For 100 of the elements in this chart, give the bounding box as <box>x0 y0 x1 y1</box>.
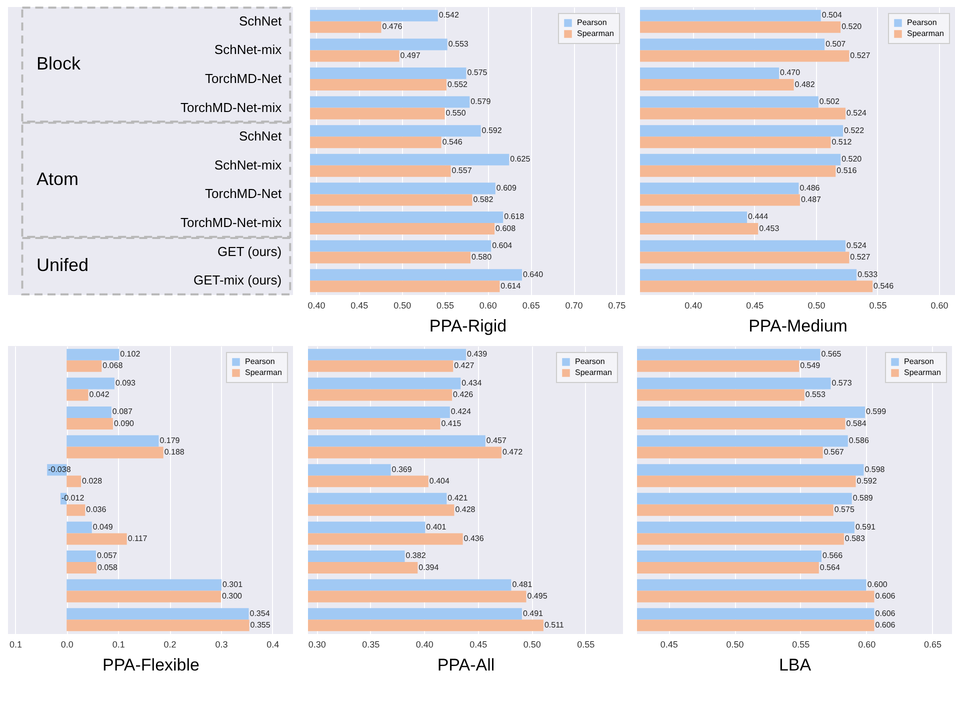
bar <box>66 590 221 602</box>
x-tick-label: 0.30 <box>308 640 326 650</box>
data-label: 0.565 <box>821 350 842 359</box>
data-label: 0.592 <box>856 476 878 486</box>
data-label: 0.058 <box>97 562 118 572</box>
data-label: 0.179 <box>160 436 180 446</box>
data-label: 0.552 <box>447 80 468 89</box>
data-label: 0.549 <box>800 361 821 370</box>
bar <box>66 476 82 488</box>
bar <box>66 348 120 360</box>
bar <box>66 522 92 534</box>
data-label: 0.600 <box>867 580 888 590</box>
data-label: 0.584 <box>846 418 867 428</box>
data-label: 0.028 <box>82 476 103 486</box>
data-label: 0.401 <box>426 522 447 532</box>
data-label: 0.567 <box>824 448 844 457</box>
data-label: 0.482 <box>794 80 816 89</box>
data-label: 0.589 <box>852 494 874 503</box>
y-tick-label: TorchMD-Net <box>205 71 282 86</box>
data-label: 0.470 <box>780 68 801 78</box>
bar <box>66 620 250 632</box>
x-tick-label: 0.35 <box>362 640 380 650</box>
x-tick-label: 0.40 <box>684 300 702 310</box>
data-label: 0.580 <box>472 252 492 262</box>
x-tick-label: 0.55 <box>792 640 810 650</box>
data-label: 0.049 <box>92 522 114 532</box>
data-label: 0.436 <box>464 534 484 543</box>
x-tick-label: 0.60 <box>858 640 876 650</box>
data-label: 0.042 <box>89 390 110 399</box>
x-tick-label: 0.65 <box>522 300 540 310</box>
x-tick-label: 0.45 <box>350 300 368 310</box>
data-label: 0.504 <box>822 10 842 20</box>
data-label: -0.038 <box>48 464 72 474</box>
data-label: 0.426 <box>453 390 474 399</box>
data-label: 0.404 <box>429 476 450 486</box>
legend-label: Pearson <box>577 18 607 27</box>
data-label: 0.497 <box>400 50 421 60</box>
data-label: 0.604 <box>492 241 513 250</box>
bar <box>66 389 88 401</box>
x-tick-label: 0.50 <box>394 300 412 310</box>
data-label: 0.102 <box>120 350 141 359</box>
y-tick-label: TorchMD-Net-mix <box>180 215 282 230</box>
data-label: 0.369 <box>392 464 412 474</box>
bar <box>66 360 102 372</box>
y-tick-label: GET-mix (ours) <box>193 272 282 288</box>
bar <box>66 378 114 390</box>
x-tick-label: 0.50 <box>726 640 744 650</box>
data-label: 0.546 <box>874 281 894 290</box>
data-label: 0.575 <box>834 505 855 514</box>
data-label: 0.093 <box>115 378 136 388</box>
data-label: 0.522 <box>844 126 865 135</box>
legend-label: Pearson <box>907 18 937 27</box>
data-label: 0.524 <box>846 108 868 118</box>
data-label: 0.057 <box>96 551 118 560</box>
data-label: 0.606 <box>875 592 896 601</box>
x-tick-label: 0.55 <box>436 300 454 310</box>
data-label: 0.036 <box>86 505 107 514</box>
data-label: 0.598 <box>864 464 886 474</box>
data-label: 0.575 <box>467 68 488 78</box>
data-label: 0.542 <box>438 10 460 20</box>
x-axis-title: LBA <box>778 656 812 674</box>
data-label: 0.550 <box>446 108 466 118</box>
legend-label: Spearman <box>577 29 614 38</box>
y-tick-label: GET (ours) <box>218 244 282 259</box>
bar <box>66 446 164 458</box>
data-label: 0.457 <box>486 436 507 446</box>
x-tick-label: 0.40 <box>308 300 326 310</box>
data-label: 0.606 <box>875 620 896 630</box>
x-tick-label: 0.50 <box>808 300 826 310</box>
bar <box>66 406 112 418</box>
bar <box>66 418 113 430</box>
x-tick-label: 0.1 <box>9 640 22 650</box>
x-tick-label: 0.45 <box>746 300 764 310</box>
data-label: 0.520 <box>842 22 862 32</box>
x-axis-title: PPA-Flexible <box>102 656 200 674</box>
data-label: 0.382 <box>406 551 426 560</box>
y-tick-label: TorchMD-Net-mix <box>180 100 282 115</box>
data-label: 0.512 <box>832 137 852 146</box>
y-tick-label: TorchMD-Net <box>205 186 282 202</box>
data-label: 0.618 <box>504 212 525 222</box>
data-label: 0.421 <box>448 494 468 503</box>
data-label: 0.424 <box>450 407 472 416</box>
y-tick-label: SchNet <box>238 128 282 144</box>
data-label: 0.586 <box>848 436 870 446</box>
x-tick-label: 0.70 <box>565 300 583 310</box>
data-label: 0.188 <box>164 448 185 457</box>
legend-label: Spearman <box>907 29 944 38</box>
legend-label: Pearson <box>575 357 605 366</box>
data-label: 0.090 <box>114 418 135 428</box>
data-label: 0.564 <box>820 562 840 572</box>
data-label: 0.415 <box>441 418 462 428</box>
data-label: 0.428 <box>455 505 476 514</box>
text: Unifed <box>36 255 89 276</box>
bar <box>66 562 96 574</box>
data-label: 0.592 <box>482 126 502 135</box>
y-tick-label: SchNet-mix <box>214 42 282 58</box>
data-label: 0.300 <box>222 592 243 601</box>
data-label: 0.609 <box>496 183 517 192</box>
data-label: 0.579 <box>470 97 492 106</box>
bar <box>66 608 249 620</box>
